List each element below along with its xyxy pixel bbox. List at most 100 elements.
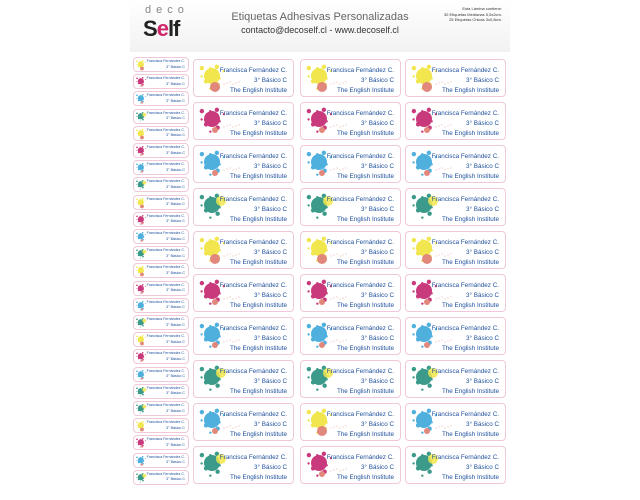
student-name: Francisca Fernández C. <box>146 420 185 425</box>
medium-label: Francisca Fernández C. 3° Básico C The Eng… <box>193 317 294 355</box>
small-label: Francisca Fernández C. 3° Básico C <box>133 143 189 158</box>
logo-deco: deco <box>145 4 189 16</box>
school-name: The English Institute <box>441 259 499 266</box>
green-paint-splash-icon <box>306 365 333 391</box>
student-grade: 3° Básico C <box>166 98 185 103</box>
student-grade: 3° Básico C <box>466 335 499 342</box>
student-grade: 3° Básico C <box>361 421 394 428</box>
student-grade: 3° Básico C <box>361 120 394 127</box>
medium-label: Francisca Fernández C. 3° Básico C The Eng… <box>193 360 294 398</box>
small-label: Francisca Fernández C. 3° Básico C <box>133 349 189 365</box>
medium-label: Francisca Fernández C. 3° Básico C The Eng… <box>193 231 294 269</box>
medium-label: Francisca Fernández C. 3° Básico C The Eng… <box>300 403 401 441</box>
blue-paint-splash-icon <box>306 150 347 176</box>
school-name: The English Institute <box>441 388 499 395</box>
blue-paint-splash-icon <box>136 455 152 466</box>
student-grade: 3° Básico C <box>166 477 185 482</box>
label-text: Francisca Fernández C. 3° Básico C The Eng… <box>432 152 499 182</box>
student-name: Francisca Fernández C. <box>146 368 185 373</box>
student-name: Francisca Fernández C. <box>326 411 394 418</box>
blue-paint-splash-icon <box>306 322 347 348</box>
school-name: The English Institute <box>229 345 287 352</box>
school-name: The English Institute <box>336 345 394 352</box>
school-name: The English Institute <box>336 130 394 137</box>
school-name: The English Institute <box>229 173 287 180</box>
label-text: Francisca Fernández C. 3° Básico C <box>147 403 185 414</box>
label-text: Francisca Fernández C. 3° Básico C The Eng… <box>220 281 287 311</box>
small-label: Francisca Fernández C. 3° Básico C <box>133 297 189 313</box>
magenta-paint-splash-icon <box>136 145 152 156</box>
school-name: The English Institute <box>336 388 394 395</box>
medium-label: Francisca Fernández C. 3° Básico C The Eng… <box>405 446 506 484</box>
school-name: The English Institute <box>336 216 394 223</box>
green-paint-splash-icon <box>136 472 147 483</box>
blue-paint-splash-icon <box>136 163 152 173</box>
yellow-paint-splash-icon <box>199 236 240 264</box>
school-name: The English Institute <box>441 431 499 438</box>
student-name: Francisca Fernández C. <box>146 437 185 442</box>
contact-line: contacto@decoself.cl - www.decoself.cl <box>241 25 399 35</box>
label-text: Francisca Fernández C. 3° Básico C The Eng… <box>327 324 394 354</box>
student-grade: 3° Básico C <box>166 64 185 69</box>
school-name: The English Institute <box>229 302 287 309</box>
blue-paint-splash-icon <box>136 94 152 105</box>
yellow-paint-splash-icon <box>411 236 452 264</box>
student-name: Francisca Fernández C. <box>219 454 287 461</box>
student-grade: 3° Básico C <box>166 184 185 189</box>
green-paint-splash-icon <box>136 403 147 414</box>
green-paint-splash-icon <box>306 193 333 219</box>
medium-label: Francisca Fernández C. 3° Básico C The Eng… <box>193 59 294 97</box>
student-name: Francisca Fernández C. <box>431 282 499 289</box>
label-text: Francisca Fernández C. 3° Básico C <box>147 420 185 431</box>
student-name: Francisca Fernández C. <box>146 351 185 356</box>
label-text: Francisca Fernández C. 3° Básico C The Eng… <box>432 453 499 483</box>
green-paint-splash-icon <box>136 386 147 397</box>
student-name: Francisca Fernández C. <box>146 179 185 184</box>
green-paint-splash-icon <box>199 451 226 477</box>
green-paint-splash-icon <box>136 317 147 328</box>
label-text: Francisca Fernández C. 3° Básico C The Eng… <box>220 195 287 225</box>
student-name: Francisca Fernández C. <box>326 368 394 375</box>
student-name: Francisca Fernández C. <box>326 239 394 246</box>
student-name: Francisca Fernández C. <box>219 67 287 74</box>
logo-e: e <box>156 16 169 41</box>
logo-self: Self <box>143 16 180 42</box>
school-name: The English Institute <box>336 302 394 309</box>
medium-label: Francisca Fernández C. 3° Básico C The Eng… <box>300 102 401 140</box>
label-text: Francisca Fernández C. 3° Básico C <box>147 248 185 259</box>
label-text: Francisca Fernández C. 3° Básico C The Eng… <box>327 195 394 225</box>
student-grade: 3° Básico C <box>466 464 499 471</box>
small-label: Francisca Fernández C. 3° Básico C <box>133 125 189 141</box>
student-name: Francisca Fernández C. <box>326 196 394 203</box>
label-text: Francisca Fernández C. 3° Básico C <box>147 283 185 294</box>
student-name: Francisca Fernández C. <box>146 334 185 339</box>
medium-label: Francisca Fernández C. 3° Básico C The Eng… <box>405 231 506 269</box>
label-text: Francisca Fernández C. 3° Básico C The Eng… <box>432 66 499 96</box>
decoself-logo: deco Self <box>143 4 193 44</box>
student-grade: 3° Básico C <box>254 378 287 385</box>
medium-label: Francisca Fernández C. 3° Básico C The Eng… <box>405 102 506 140</box>
blue-paint-splash-icon <box>411 322 452 348</box>
small-label: Francisca Fernández C. 3° Básico C <box>133 91 189 107</box>
label-text: Francisca Fernández C. 3° Básico C <box>147 437 185 448</box>
blue-paint-splash-icon <box>136 231 152 242</box>
student-name: Francisca Fernández C. <box>146 454 185 459</box>
label-text: Francisca Fernández C. 3° Básico C <box>147 59 185 70</box>
magenta-paint-splash-icon <box>136 77 152 87</box>
student-grade: 3° Básico C <box>166 253 185 258</box>
medium-label: Francisca Fernández C. 3° Básico C The Eng… <box>405 274 506 312</box>
small-label: Francisca Fernández C. 3° Básico C <box>133 108 189 124</box>
label-text: Francisca Fernández C. 3° Básico C The Eng… <box>432 410 499 440</box>
sheet-header <box>130 0 510 52</box>
blue-paint-splash-icon <box>199 408 240 434</box>
label-text: Francisca Fernández C. 3° Básico C The Eng… <box>220 152 287 182</box>
medium-label: Francisca Fernández C. 3° Básico C The Eng… <box>193 446 294 484</box>
label-text: Francisca Fernández C. 3° Básico C <box>147 128 185 139</box>
label-text: Francisca Fernández C. 3° Básico C <box>147 179 185 190</box>
student-grade: 3° Básico C <box>466 120 499 127</box>
yellow-paint-splash-icon <box>136 197 152 208</box>
school-name: The English Institute <box>441 302 499 309</box>
label-text: Francisca Fernández C. 3° Básico C <box>147 265 185 276</box>
medium-label: Francisca Fernández C. 3° Básico C The Eng… <box>300 59 401 97</box>
student-grade: 3° Básico C <box>361 292 394 299</box>
